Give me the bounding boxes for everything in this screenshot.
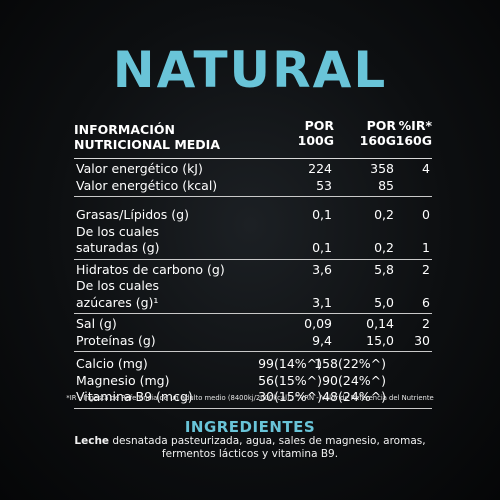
value-ir: 2 [422,316,430,331]
row-label: Proteínas (g) [76,332,156,348]
header-col1-line1: POR [304,118,334,133]
table-row: Calcio (mg) 99(14%^) 158(22%^) [74,356,432,373]
row-label: Grasas/Lípidos (g) [76,207,189,222]
ingredients-rest: desnatada pasteurizada, agua, sales de m… [109,435,426,460]
header-label: INFORMACIÓN NUTRICIONAL MEDIA [74,122,220,152]
nutrition-table: INFORMACIÓN NUTRICIONAL MEDIA POR 100G P… [74,118,432,409]
value-ir: 2 [422,261,430,277]
header-per-160g: POR 160G [360,118,396,148]
energy-group: Valor energético (kJ) 224 358 4 Valor en… [74,159,432,197]
value-per-100g: 3,1 [312,294,332,310]
table-row: Vitamina B9 (mcg) 30(15%^) 48(24%^) [74,389,432,406]
header-col2-line2: 160G [359,133,396,148]
value-ir: 6 [422,294,430,310]
value-per-160g: 48(24%^) [322,389,386,404]
value-ir: 4 [422,161,430,176]
value-per-160g: 5,8 [374,261,394,277]
table-row: De los cuales [74,224,432,241]
header-col3-line2: 160G [395,133,432,148]
row-label: Valor energético (kJ) [76,161,203,176]
header-col1-line2: 100G [297,133,334,148]
value-per-100g: 99(14%^) [258,356,322,371]
row-label: Calcio (mg) [76,356,148,371]
minerals-group: Calcio (mg) 99(14%^) 158(22%^) Magnesio … [74,352,432,409]
ingredients-text: Leche desnatada pasteurizada, agua, sale… [60,435,440,461]
table-row: Proteínas (g) 9,4 15,0 30 [74,333,432,350]
value-ir: 30 [414,332,430,348]
header-label-line2: NUTRICIONAL MEDIA [74,137,220,152]
header-col2-line1: POR [366,118,396,133]
row-label: Hidratos de carbono (g) [76,261,225,277]
value-per-160g: 0,14 [366,316,394,331]
table-row: Magnesio (mg) 56(15%^) 90(24%^) [74,373,432,390]
row-label: azúcares (g)¹ [76,294,159,310]
row-label: De los cuales [76,223,160,239]
value-per-100g: 56(15%^) [258,372,322,388]
value-ir: 1 [422,240,430,255]
value-per-100g: 0,09 [304,316,332,331]
table-row: saturadas (g) 0,1 0,2 1 [74,240,432,257]
table-row: Grasas/Lípidos (g) 0,1 0,2 0 [74,207,432,224]
table-row: De los cuales [74,278,432,295]
value-ir: 0 [422,207,430,222]
value-per-160g: 358 [370,161,394,176]
value-per-100g: 224 [308,161,332,176]
row-label: saturadas (g) [76,240,160,255]
value-per-100g: 3,6 [312,261,332,277]
fats-group: Grasas/Lípidos (g) 0,1 0,2 0 De los cual… [74,197,432,260]
value-per-100g: 53 [316,177,332,193]
row-label: De los cuales [76,278,160,293]
table-row: Valor energético (kJ) 224 358 4 [74,161,432,178]
value-per-160g: 0,2 [374,207,394,222]
product-title: NATURAL [112,41,388,99]
value-per-160g: 158(22%^) [314,356,386,371]
value-per-100g: 0,1 [312,240,332,255]
header-per-100g: POR 100G [298,118,334,148]
row-label: Valor energético (kcal) [76,177,218,193]
value-per-100g: 0,1 [312,207,332,222]
value-per-100g: 30(15%^) [258,389,322,404]
row-label: Vitamina B9 (mcg) [76,389,193,404]
value-per-160g: 5,0 [374,294,394,310]
row-label: Sal (g) [76,316,117,331]
header-ir-160g: %IR* 160G [396,118,432,148]
footnote: *IR - Ingesta de Referencia de un adulto… [66,394,434,402]
table-row: Valor energético (kcal) 53 85 [74,178,432,195]
value-per-160g: 15,0 [366,332,394,348]
table-row: Hidratos de carbono (g) 3,6 5,8 2 [74,262,432,279]
table-row: azúcares (g)¹ 3,1 5,0 6 [74,295,432,312]
value-per-100g: 9,4 [312,332,332,348]
ingredients-title: INGREDIENTES [184,418,316,436]
row-label: Magnesio (mg) [76,372,170,388]
ingredients-first-word: Leche [74,435,110,447]
carbs-group: Hidratos de carbono (g) 3,6 5,8 2 De los… [74,260,432,314]
nutrition-table-header: INFORMACIÓN NUTRICIONAL MEDIA POR 100G P… [74,118,432,159]
value-per-160g: 90(24%^) [322,372,386,388]
header-col3-line1: %IR* [398,118,432,133]
salt-protein-group: Sal (g) 0,09 0,14 2 Proteínas (g) 9,4 15… [74,314,432,352]
value-per-160g: 0,2 [374,240,394,255]
header-label-line1: INFORMACIÓN [74,122,175,137]
table-row: Sal (g) 0,09 0,14 2 [74,316,432,333]
value-per-160g: 85 [378,177,394,193]
